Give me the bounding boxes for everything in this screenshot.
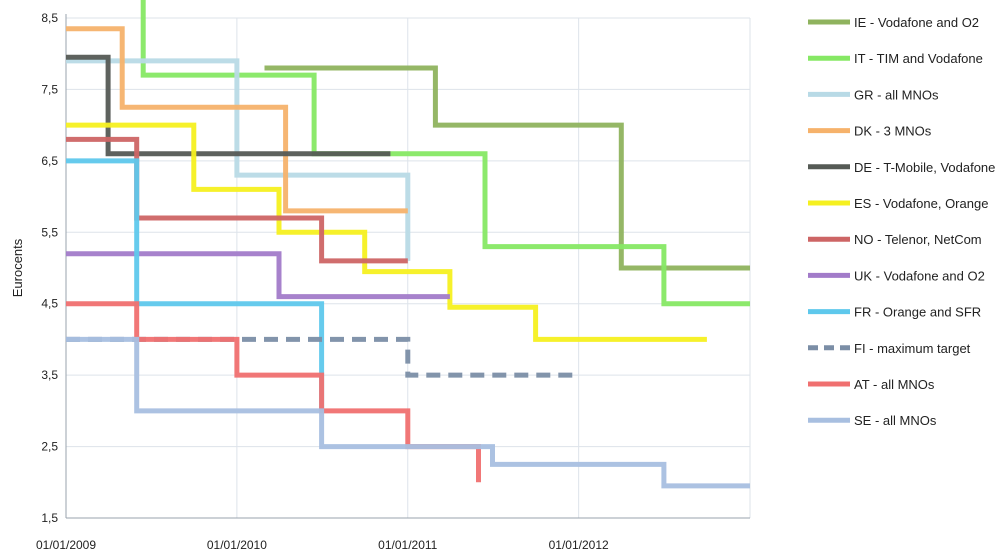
y-tick-label: 5,5 <box>41 225 58 239</box>
series-line-gr <box>66 58 411 261</box>
y-axis-label: Eurocents <box>10 238 25 297</box>
x-tick-label: 01/01/2009 <box>36 538 96 552</box>
series-group <box>66 0 750 489</box>
y-tick-label: 2,5 <box>41 440 58 454</box>
x-tick-label: 01/01/2010 <box>207 538 267 552</box>
legend-label-gr: GR - all MNOs <box>854 87 939 102</box>
legend-label-dk: DK - 3 MNOs <box>854 124 932 139</box>
y-tick-label: 3,5 <box>41 368 58 382</box>
x-tick-label: 01/01/2011 <box>378 538 437 552</box>
series-line-uk <box>66 251 450 300</box>
y-tick-label: 8,5 <box>41 11 58 25</box>
legend-label-ie: IE - Vodafone and O2 <box>854 15 979 30</box>
series-line-no <box>66 136 408 264</box>
series-line-at <box>66 301 481 483</box>
legend-label-es: ES - Vodafone, Orange <box>854 196 988 211</box>
legend-label-it: IT - TIM and Vodafone <box>854 51 983 66</box>
series-line-es <box>66 122 707 342</box>
series-line-dk <box>66 26 408 214</box>
series-line-se <box>66 336 750 489</box>
series-line-ie <box>264 65 750 271</box>
legend-label-de: DE - T-Mobile, Vodafone <box>854 160 995 175</box>
series-line-de <box>66 54 391 157</box>
legend-label-at: AT - all MNOs <box>854 377 935 392</box>
legend-label-no: NO - Telenor, NetCom <box>854 232 982 247</box>
y-tick-label: 7,5 <box>41 82 58 96</box>
y-tick-label: 4,5 <box>41 297 58 311</box>
legend-label-uk: UK - Vodafone and O2 <box>854 268 985 283</box>
axes: 1,5 2,5 3,5 4,5 5,5 6,5 7,5 8,5 01/01/2009 01/01/… <box>10 11 750 552</box>
legend: IE - Vodafone and O2 IT - TIM and Vodafon… <box>808 15 995 428</box>
x-tick-label: 01/01/2012 <box>549 538 609 552</box>
y-tick-label: 1,5 <box>41 511 58 525</box>
legend-label-fi: FI - maximum target <box>854 341 971 356</box>
series-line-it <box>140 0 750 307</box>
series-line-fi <box>66 336 579 378</box>
legend-label-se: SE - all MNOs <box>854 413 937 428</box>
y-tick-label: 6,5 <box>41 154 58 168</box>
legend-label-fr: FR - Orange and SFR <box>854 305 981 320</box>
